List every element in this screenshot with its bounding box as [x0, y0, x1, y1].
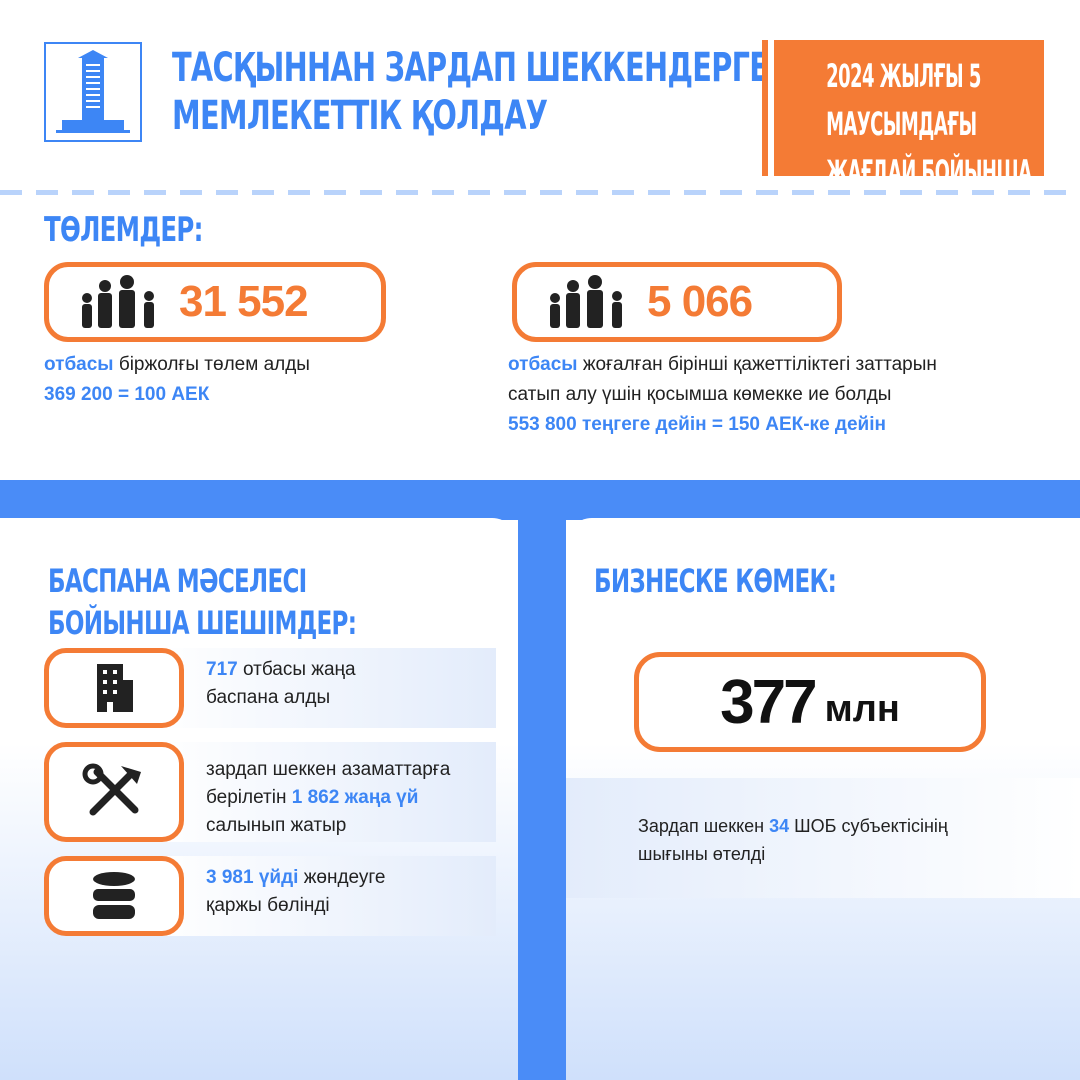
payment-value: 5 066 — [647, 277, 753, 326]
database-icon — [44, 856, 184, 936]
payment-card-2: 5 066 — [512, 262, 842, 342]
payment-desc-1: отбасы біржолғы төлем алды 369 200 = 100… — [44, 354, 310, 405]
government-building-icon — [44, 42, 142, 142]
section-divider — [518, 480, 566, 1080]
payment-card-1: 31 552 — [44, 262, 386, 342]
housing-item: 3 981 үйді жөндеуге қаржы бөлінді — [44, 856, 496, 936]
divider — [0, 190, 1080, 195]
business-value-card: 377 млн — [634, 652, 986, 752]
payments-title: ТӨЛЕМДЕР: — [44, 210, 203, 250]
business-title: БИЗНЕСКЕ КӨМЕК: — [594, 562, 837, 600]
business-desc-strip — [566, 778, 1080, 898]
building-icon — [44, 648, 184, 728]
housing-item: зардап шеккен азаматтарға берілетін 1 862… — [44, 742, 496, 842]
business-value: 377 — [720, 667, 817, 737]
tools-icon — [44, 742, 184, 842]
family-icon — [550, 275, 622, 328]
housing-title: БАСПАНА МӘСЕЛЕСІ БОЙЫНША ШЕШІМДЕР: — [48, 562, 357, 642]
business-desc: Зардап шеккен 34 ШОБ субъектісінің шығын… — [638, 816, 948, 864]
page-title: ТАСҚЫННАН ЗАРДАП ШЕККЕНДЕРГЕ МЕМЛЕКЕТТІК … — [172, 45, 769, 139]
housing-item: 717 отбасы жаңа баспана алды — [44, 648, 496, 728]
business-unit: млн — [824, 687, 900, 730]
date-badge: 2024 ЖЫЛҒЫ 5 МАУСЫМДАҒЫ ЖАҒДАЙ БОЙЫНША — [768, 40, 1044, 191]
payment-desc-2: отбасы жоғалған бірінші қажеттіліктегі з… — [508, 354, 937, 435]
payment-value: 31 552 — [179, 277, 309, 326]
family-icon — [82, 275, 154, 328]
